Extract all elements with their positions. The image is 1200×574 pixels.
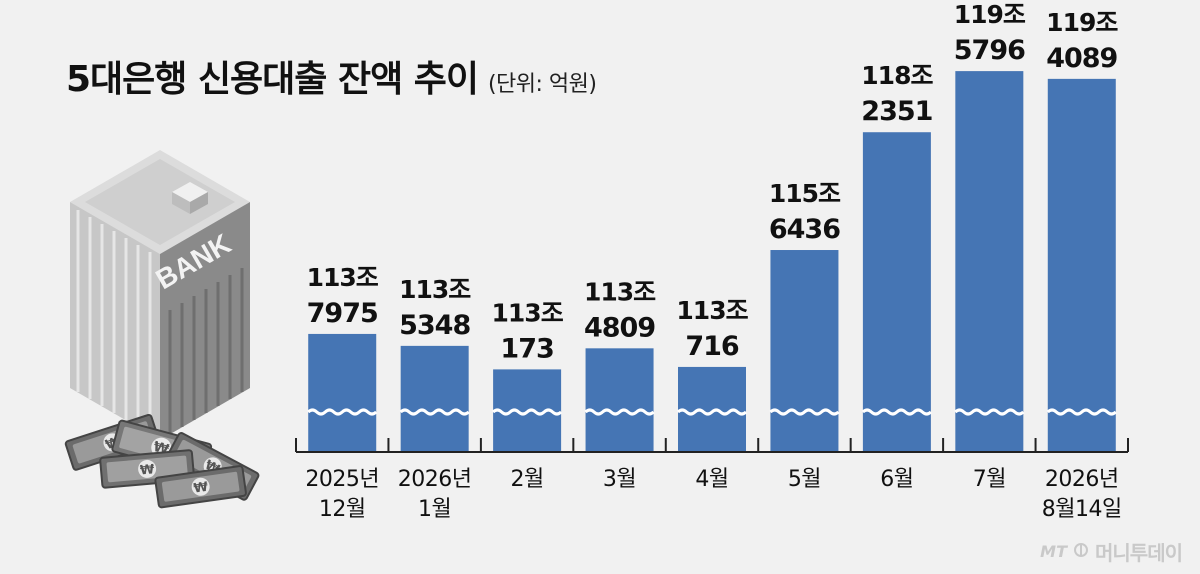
bar bbox=[770, 250, 839, 452]
bank-illustration: BANK ₩ ₩ ₩ ₩ ₩ bbox=[64, 150, 260, 509]
axis-break-wave bbox=[399, 408, 470, 416]
title-group: 5대은행 신용대출 잔액 추이 (단위: 억원) bbox=[66, 50, 597, 102]
bar bbox=[585, 348, 654, 452]
x-tick-label: 2026년 bbox=[398, 467, 472, 492]
x-tick-label: 1월 bbox=[418, 497, 451, 522]
axis-break-wave bbox=[954, 408, 1025, 416]
axis-break-wave bbox=[307, 408, 378, 416]
axis-break-wave bbox=[769, 408, 840, 416]
data-label-jo: 115조 bbox=[769, 179, 841, 208]
chart-title: 5대은행 신용대출 잔액 추이 bbox=[66, 59, 479, 100]
x-tick-label: 5월 bbox=[788, 467, 821, 492]
data-label-eok: 5348 bbox=[399, 310, 470, 341]
watermark-prefix: MT bbox=[1040, 542, 1067, 561]
unit-note: (단위: 억원) bbox=[487, 72, 597, 97]
bar bbox=[955, 71, 1024, 452]
watermark: MT 머니투데이 bbox=[1040, 537, 1183, 566]
data-label-jo: 113조 bbox=[307, 263, 379, 292]
bar bbox=[1047, 78, 1116, 453]
x-tick-label: 8월14일 bbox=[1042, 497, 1122, 522]
axis-break-wave bbox=[584, 408, 655, 416]
data-label-jo: 113조 bbox=[676, 296, 748, 325]
data-label-eok: 716 bbox=[685, 331, 739, 362]
data-label-jo: 118조 bbox=[861, 61, 933, 90]
data-label-eok: 173 bbox=[500, 333, 553, 364]
x-tick-label: 2025년 bbox=[305, 467, 379, 492]
data-label-jo: 119조 bbox=[1046, 8, 1118, 37]
x-tick-label: 6월 bbox=[880, 467, 913, 492]
data-label-eok: 4809 bbox=[584, 312, 655, 343]
svg-text:₩: ₩ bbox=[193, 480, 210, 497]
axis-break-wave bbox=[492, 408, 563, 416]
bar bbox=[862, 132, 931, 453]
data-label-eok: 6436 bbox=[769, 214, 840, 245]
x-tick-label: 2026년 bbox=[1045, 467, 1119, 492]
data-label-eok: 5796 bbox=[954, 35, 1025, 66]
watermark-name: 머니투데이 bbox=[1095, 541, 1183, 565]
watermark-logo-icon bbox=[1073, 542, 1089, 562]
data-label-jo: 113조 bbox=[584, 277, 656, 306]
banknote-stacks: ₩ ₩ ₩ ₩ ₩ bbox=[64, 413, 260, 509]
data-label-eok: 7975 bbox=[307, 298, 378, 329]
data-label-jo: 119조 bbox=[954, 0, 1026, 29]
data-label-jo: 113조 bbox=[399, 275, 471, 304]
svg-text:₩: ₩ bbox=[139, 462, 155, 478]
data-label-eok: 4089 bbox=[1046, 43, 1117, 74]
bar bbox=[308, 333, 377, 452]
x-tick-label: 7월 bbox=[973, 467, 1006, 492]
axis-break-wave bbox=[676, 408, 748, 416]
data-label-jo: 113조 bbox=[492, 298, 564, 327]
bar bbox=[400, 345, 469, 452]
axis-break-wave bbox=[861, 408, 932, 416]
data-label-eok: 2351 bbox=[861, 96, 932, 127]
axis-break-wave bbox=[1046, 408, 1117, 416]
x-tick-label: 3월 bbox=[603, 467, 636, 492]
x-tick-label: 2월 bbox=[510, 467, 543, 492]
x-tick-label: 4월 bbox=[695, 467, 728, 492]
x-tick-label: 12월 bbox=[319, 497, 366, 522]
